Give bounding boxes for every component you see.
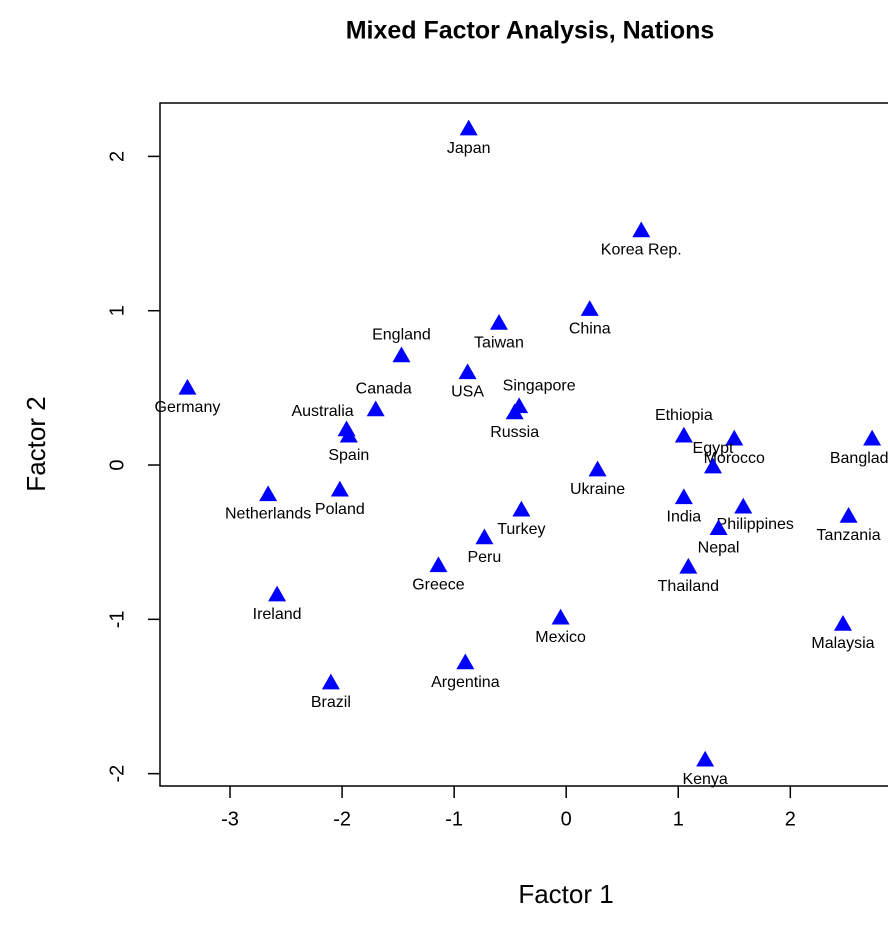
point-label: Ethiopia <box>655 407 713 424</box>
point <box>703 457 722 474</box>
x-tick-label: 1 <box>673 808 684 830</box>
point <box>632 221 651 238</box>
point-label: Nepal <box>698 540 740 557</box>
point <box>178 378 197 395</box>
point-label: Mexico <box>535 629 586 646</box>
plot-frame <box>159 102 888 787</box>
point-label: Korea Rep. <box>601 242 682 259</box>
point-label: Kenya <box>682 771 727 788</box>
point <box>674 488 693 505</box>
point <box>863 429 882 446</box>
x-tick-label: -1 <box>445 808 463 830</box>
point <box>734 497 753 514</box>
x-tick-label: 0 <box>561 808 572 830</box>
point-label: Netherlands <box>225 506 311 523</box>
point-label: Thailand <box>658 578 719 595</box>
point <box>489 314 508 330</box>
x-tick-label: 2 <box>785 808 796 830</box>
point <box>725 429 744 446</box>
point-label: Morocco <box>704 450 765 467</box>
x-tick-label: -2 <box>333 808 351 830</box>
point-label: China <box>569 320 611 337</box>
point <box>709 519 728 536</box>
point <box>588 460 607 477</box>
point <box>833 614 852 631</box>
point-label: USA <box>451 384 484 401</box>
point <box>459 119 478 136</box>
point-label: Egypt <box>693 440 734 457</box>
point-label: Turkey <box>497 521 545 538</box>
x-tick-label: -3 <box>221 808 239 830</box>
point-label: Greece <box>412 577 465 594</box>
point <box>366 400 385 417</box>
y-tick-label: 2 <box>106 151 128 162</box>
point <box>674 426 693 443</box>
point-label: Germany <box>155 399 221 416</box>
point <box>392 346 411 363</box>
point-label: Philippines <box>717 516 794 533</box>
chart-title: Mixed Factor Analysis, Nations <box>346 17 715 45</box>
point <box>456 653 475 670</box>
point <box>268 585 287 602</box>
point <box>259 485 278 502</box>
point <box>505 403 524 420</box>
point-label: Australia <box>291 403 353 420</box>
point-label: England <box>372 327 431 344</box>
point-label: Ukraine <box>570 481 625 498</box>
point-label: Canada <box>356 381 412 398</box>
point-label: Ireland <box>253 606 302 623</box>
point <box>458 363 477 380</box>
point-label: Poland <box>315 501 365 518</box>
point <box>512 500 531 517</box>
point <box>679 557 698 574</box>
point <box>551 608 570 625</box>
point <box>839 506 858 523</box>
point-label: Bangladesh <box>830 450 888 467</box>
point-label: India <box>667 509 702 526</box>
y-tick-label: -1 <box>106 610 128 628</box>
point-label: Singapore <box>503 378 576 395</box>
x-axis-title: Factor 1 <box>518 879 613 909</box>
point-label: Tanzania <box>817 527 881 544</box>
y-axis-title: Factor 2 <box>21 396 51 491</box>
point <box>475 528 494 545</box>
point-label: Malaysia <box>811 635 874 652</box>
point <box>580 300 599 316</box>
y-tick-label: 0 <box>106 459 128 470</box>
point <box>330 480 349 497</box>
point <box>429 556 448 573</box>
point-label: Russia <box>490 424 539 441</box>
y-tick-label: -2 <box>106 765 128 783</box>
point <box>696 750 715 767</box>
point <box>339 426 358 443</box>
point-label: Taiwan <box>474 334 524 351</box>
point-label: Brazil <box>311 694 351 711</box>
point-label: Argentina <box>431 674 500 691</box>
y-tick-label: 1 <box>106 305 128 316</box>
point-label: Japan <box>447 140 491 157</box>
point <box>321 673 340 690</box>
point-label: Peru <box>467 549 501 566</box>
point-label: Spain <box>328 447 369 464</box>
